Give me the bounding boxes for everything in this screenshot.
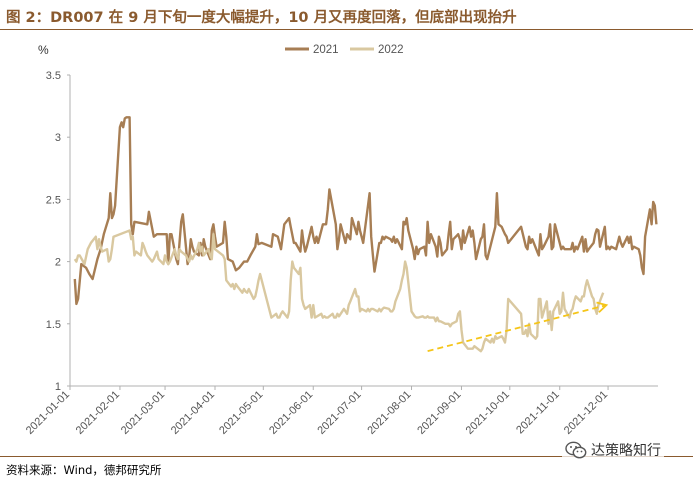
- trend-arrow-line: [427, 304, 607, 353]
- y-axis: % 1 1.5 2 2.5 3 3.5: [38, 43, 71, 393]
- wechat-icon: [565, 441, 587, 459]
- x-tick-label: 2021-08-01: [365, 389, 413, 437]
- y-tick-label: 2.5: [46, 194, 61, 206]
- series-group: [73, 116, 658, 353]
- x-tick-label: 2021-09-01: [415, 389, 463, 437]
- y-axis-unit: %: [38, 43, 49, 57]
- x-tick-label: 2021-04-01: [169, 389, 217, 437]
- title-rule: [0, 29, 693, 30]
- y-tick-label: 1.5: [46, 319, 61, 331]
- watermark-text: 达策略知行: [591, 443, 661, 459]
- series-line-2022: [73, 229, 605, 353]
- footer-rule: [0, 456, 693, 457]
- legend: 2021 2022: [285, 44, 404, 56]
- y-tick-label: 3: [55, 132, 61, 144]
- watermark: 达策略知行: [562, 439, 664, 461]
- legend-label-2022: 2022: [378, 44, 404, 56]
- annotation-group: [427, 301, 609, 353]
- source-note: 资料来源：Wind，德邦研究所: [6, 463, 162, 477]
- chart-title: 图 2：DR007 在 9 月下旬一度大幅提升，10 月又再度回落，但底部出现抬…: [6, 10, 517, 26]
- x-tick-label: 2021-01-01: [24, 389, 72, 437]
- legend-label-2021: 2021: [313, 44, 339, 56]
- x-tick-label: 2021-07-01: [315, 389, 363, 437]
- line-chart: %11.522.533.5 2021-01-01 2021-02-012021-0…: [24, 43, 658, 437]
- series-line-2021: [73, 116, 658, 306]
- x-tick-label: 2021-11-01: [514, 389, 562, 437]
- x-tick-label: 2021-03-01: [119, 389, 167, 437]
- x-tick-label: 2021-05-01: [217, 389, 265, 437]
- y-tick-label: 1: [55, 381, 61, 393]
- x-tick-label: 2021-02-01: [74, 389, 122, 437]
- x-tick-label: 2021-06-01: [267, 389, 315, 437]
- trend-arrow-head: [596, 301, 609, 313]
- x-tick-label: 2021-10-01: [464, 389, 512, 437]
- y-tick-label: 3.5: [46, 70, 61, 82]
- x-tick-label: 2021-12-01: [562, 389, 610, 437]
- y-tick-label: 2: [55, 257, 61, 269]
